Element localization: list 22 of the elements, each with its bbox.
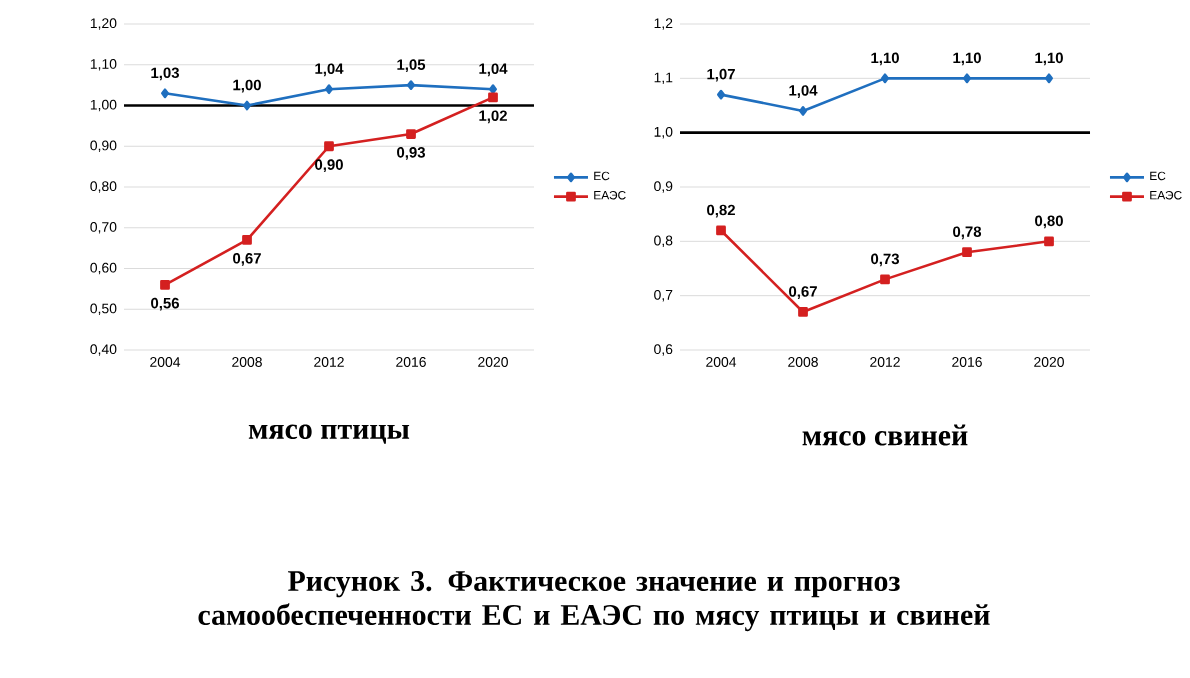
point xyxy=(324,141,334,152)
point xyxy=(325,84,333,95)
point xyxy=(242,235,252,245)
point xyxy=(161,88,169,99)
text: Рисунок 3. Фактическое значение и прогноз самообеспеченности ЕС и ЕАЭС по мясу птицы и свиней xyxy=(198,571,990,632)
point xyxy=(407,80,415,91)
point xyxy=(962,247,972,258)
point xyxy=(243,100,251,111)
point xyxy=(799,106,807,116)
point xyxy=(798,307,808,317)
x-axis-title: мясо свиней xyxy=(802,424,968,446)
point xyxy=(881,73,889,84)
point xyxy=(160,279,170,290)
point xyxy=(717,89,725,100)
point xyxy=(716,225,726,236)
point xyxy=(1044,236,1054,247)
x-axis-title: мясо птицы xyxy=(248,424,410,444)
point xyxy=(406,129,416,139)
point xyxy=(880,274,890,285)
point xyxy=(488,92,498,103)
point xyxy=(1045,73,1053,84)
point xyxy=(963,73,971,84)
